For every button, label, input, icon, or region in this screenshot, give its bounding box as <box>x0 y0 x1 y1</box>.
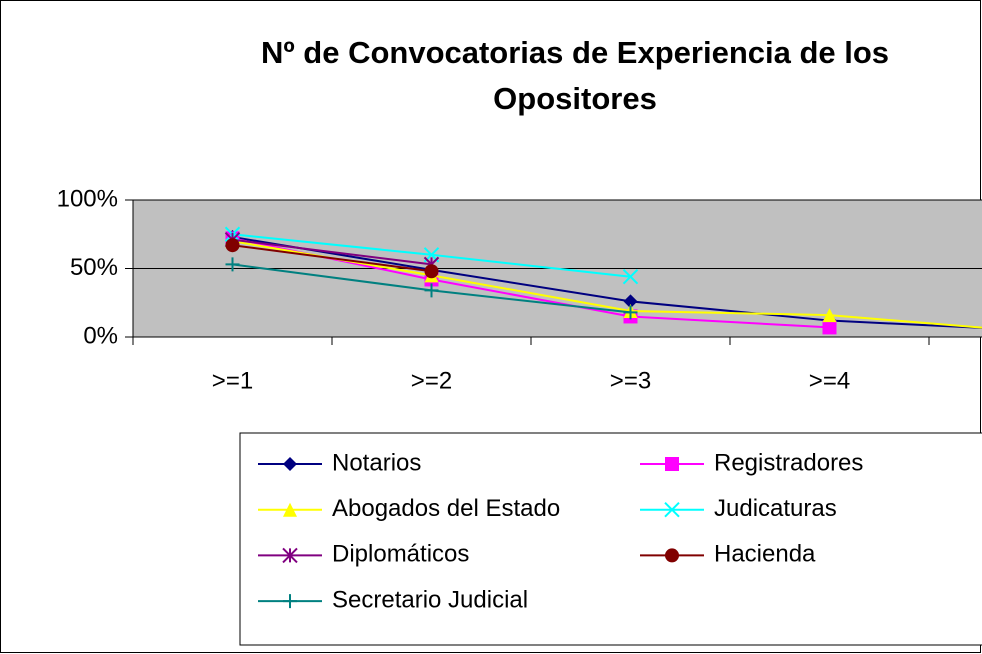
legend-label: Diplomáticos <box>332 541 469 568</box>
marker <box>225 257 240 272</box>
legend-label: Judicaturas <box>714 495 837 522</box>
legend-label: Secretario Judicial <box>332 586 528 613</box>
marker <box>822 320 837 335</box>
marker <box>424 264 439 279</box>
marker <box>665 548 679 563</box>
chart-title: Nº de Convocatorias de Experiencia de lo… <box>260 35 890 116</box>
marker <box>283 502 297 517</box>
legend-label: Hacienda <box>714 541 816 568</box>
marker <box>822 308 837 323</box>
y-tick-label: 50% <box>70 254 118 281</box>
legend-box <box>239 432 982 646</box>
marker <box>282 547 298 564</box>
series-line <box>232 238 432 266</box>
x-tick-label: >=4 <box>809 367 850 394</box>
x-tick-label: >=3 <box>610 367 651 394</box>
x-tick-label: >=1 <box>212 367 253 394</box>
marker <box>623 305 638 320</box>
marker <box>225 238 240 253</box>
marker <box>623 294 638 309</box>
marker <box>622 269 639 285</box>
marker <box>665 457 679 471</box>
y-tick-label: 100% <box>57 185 118 212</box>
marker <box>664 501 680 518</box>
x-tick-label: >=2 <box>411 367 452 394</box>
legend-label: Abogados del Estado <box>332 495 560 522</box>
marker <box>283 594 297 609</box>
legend-label: Registradores <box>714 449 863 476</box>
marker <box>283 457 297 471</box>
legend-label: Notarios <box>332 449 421 476</box>
marker <box>424 283 439 298</box>
y-tick-label: 0% <box>83 322 118 349</box>
series-line <box>232 244 432 273</box>
